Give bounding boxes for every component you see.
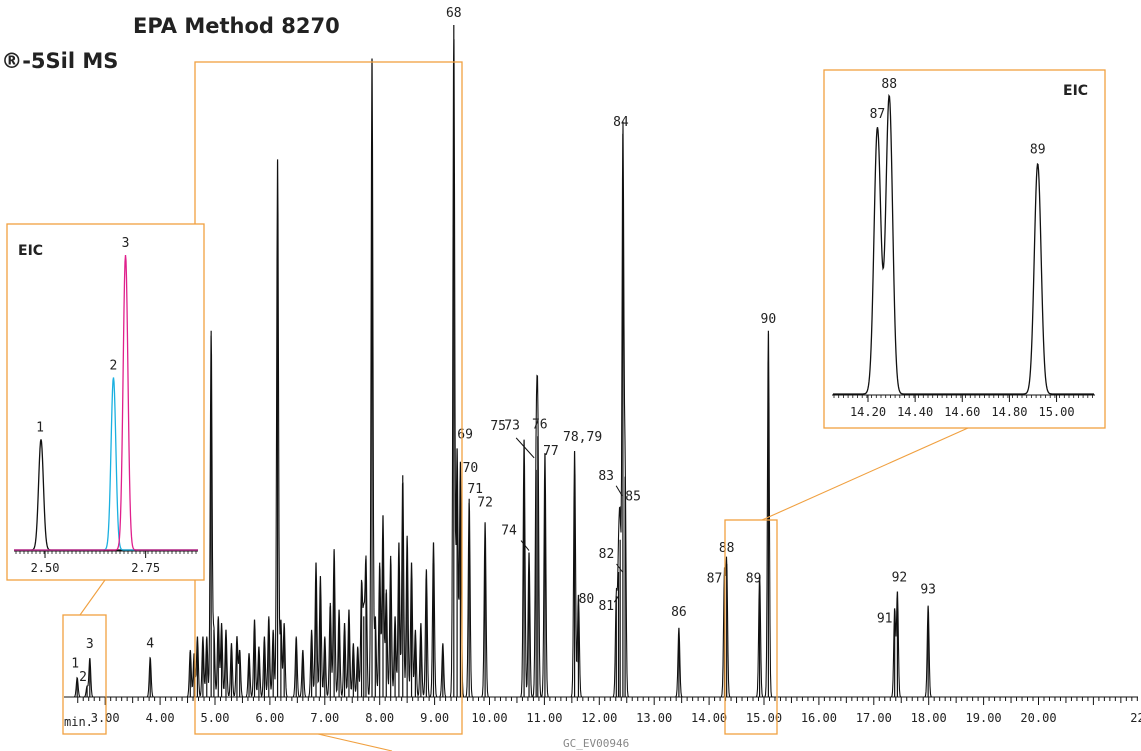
eic-inset-left: EIC 2.50 2.75 1 2 3 [6,223,205,581]
highlight-box-peaks-87-89 [724,519,778,735]
peak-label-84: 84 [613,115,629,130]
peak-label-83: 83 [598,469,614,484]
title-line-1: EPA Method 8270 [133,14,340,38]
figure-code: GC_EV00946 [563,737,629,750]
peak-label-87: 87 [707,572,723,587]
peak-leader-line [615,485,623,497]
main-tick-label: 16.00 [801,711,837,725]
peak-label-3: 3 [86,637,94,652]
eic-right-axis: 14.20 14.40 14.60 14.80 15.00 [832,394,1095,419]
main-tick-label: 20.00 [1020,711,1056,725]
eic-right-trace [833,93,1094,395]
peak-label-71: 71 [467,482,483,497]
eic-left-peak-label-3: 3 [122,236,130,251]
main-x-axis: 3.00 4.00 5.00 6.00 7.00 8.00 9.00 10.00 11.00 12… [64,696,1141,725]
eic-left-peak-label-2: 2 [110,358,118,373]
eic-left-peak-label-1: 1 [36,420,44,435]
main-tick-label: 10.00 [471,711,507,725]
eic-right-peak-label-87: 87 [870,107,886,122]
eic-inset-right: EIC 14.20 14.40 14.60 14.80 15.00 87 88 89 [823,69,1106,429]
eic-left-tick-label: 2.50 [31,561,60,575]
peak-label-68: 68 [446,6,462,21]
peak-label-86: 86 [671,605,687,620]
eic-right-label: EIC [1063,83,1088,99]
main-tick-label: 5.00 [201,711,230,725]
main-tick-label: 15.00 [746,711,782,725]
eic-left-tick-label: 2.75 [131,561,160,575]
main-tick-label: 11.00 [526,711,562,725]
eic-left-axis: 2.50 2.75 [14,550,198,575]
eic-left-label: EIC [18,243,43,259]
peak-label-76: 76 [532,417,548,432]
peak-label-92: 92 [892,570,908,585]
eic-left-frame [6,223,205,581]
peak-leader-line [616,563,623,573]
main-tick-label: 9.00 [420,711,449,725]
peak-label-89: 89 [746,572,762,587]
peak-label-69: 69 [457,427,473,442]
main-tick-label: 12.00 [581,711,617,725]
peak-label-91: 91 [877,611,893,626]
main-tick-label: 22.00 [1130,711,1141,725]
main-tick-label: 18.00 [911,711,947,725]
peak-label-77: 77 [543,444,559,459]
eic-right-peak-label-88: 88 [881,77,897,92]
main-tick-label: 14.00 [691,711,727,725]
eic-left-trace-group: 1 2 3 [14,236,198,551]
peak-leader-line [520,540,530,551]
main-tick-label: 4.00 [146,711,175,725]
peak-leader-line [515,437,535,459]
peak-label-90: 90 [761,312,777,327]
highlight-box-peaks-1-3 [62,614,107,735]
peak-label-2: 2 [79,670,87,685]
connector-left [79,579,106,616]
peak-label-88: 88 [719,541,735,556]
peak-label-81: 81 [598,599,614,614]
eic-left-peak-3 [14,254,198,551]
peak-label-70: 70 [463,461,479,476]
main-trace [66,39,1138,698]
main-tick-label: 8.00 [365,711,394,725]
eic-right-frame [823,69,1106,429]
peak-label-74: 74 [501,524,517,539]
connector-right [761,427,969,521]
main-tick-label: 13.00 [636,711,672,725]
main-tick-label: 19.00 [966,711,1002,725]
peak-label-75: 75 [490,419,506,434]
eic-right-tick-label: 14.40 [897,405,933,419]
peak-label-73: 73 [504,419,520,434]
main-tick-label: 3.00 [91,711,120,725]
peak-label-4: 4 [146,636,154,651]
eic-right-tick-label: 14.80 [991,405,1027,419]
highlight-box-middle-region [194,61,463,735]
peak-label-93: 93 [920,583,936,598]
peak-label-85: 85 [625,490,641,505]
eic-right-tick-label: 15.00 [1038,405,1074,419]
main-tick-label: 17.00 [856,711,892,725]
peak-label-80: 80 [579,592,595,607]
peak-label-72: 72 [477,495,493,510]
eic-right-peak-label-89: 89 [1030,143,1046,158]
peak-label-82: 82 [599,547,615,562]
peak-label-78-79: 78,79 [563,430,602,445]
eic-right-tick-label: 14.60 [944,405,980,419]
connector-bottom [317,733,393,751]
peak-label-1: 1 [71,657,79,672]
x-axis-unit-label: min. [64,715,93,729]
title-line-2: i®-5Sil MS [0,49,118,73]
peak-leader-line [613,595,619,603]
eic-right-trace-group: 87 88 89 [833,77,1094,395]
main-tick-label: 7.00 [310,711,339,725]
main-tick-label: 6.00 [255,711,284,725]
eic-right-tick-label: 14.20 [850,405,886,419]
